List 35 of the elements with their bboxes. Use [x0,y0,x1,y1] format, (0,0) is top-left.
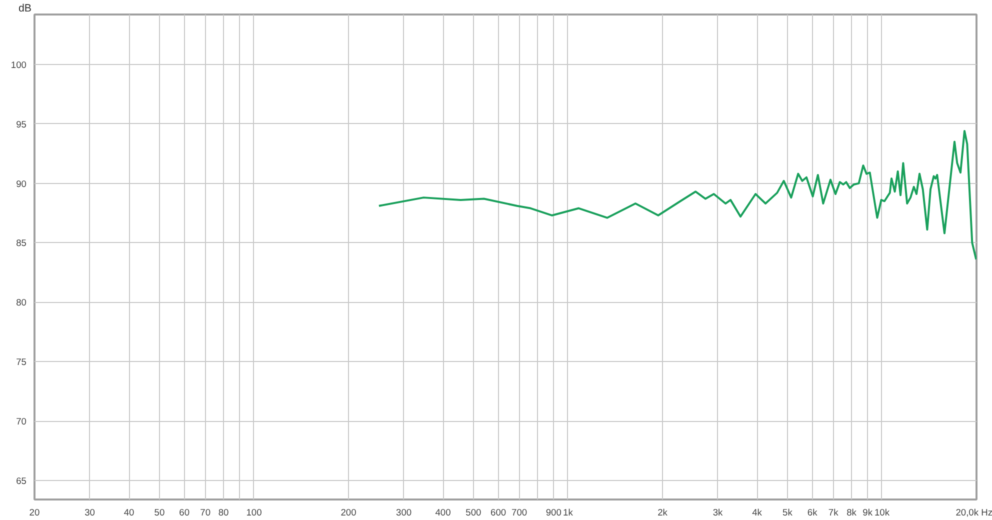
x-tick-label: 7k [828,508,839,518]
x-tick-label: 5k [782,508,793,518]
x-tick-label: 300 [396,508,412,518]
y-tick-label: 80 [16,298,27,308]
y-axis-title: dB [18,2,32,14]
x-tick-label: 4k [752,508,762,518]
x-tick-label: 8k [846,508,857,518]
x-tick-label: 900 [546,508,562,518]
x-tick-label: 60 [179,508,190,518]
y-tick-label: 65 [16,476,27,486]
x-tick-label: 400 [435,508,451,518]
x-tick-label: 50 [154,508,165,518]
x-tick-label: 200 [340,508,356,518]
x-tick-label: 40 [124,508,134,518]
x-tick-label: 100 [246,508,262,518]
x-tick-label: 70 [200,508,211,518]
y-tick-label: 85 [16,238,27,248]
x-tick-label: 9k [862,508,873,518]
y-tick-label: 75 [16,357,27,368]
x-tick-label: 2k [658,508,668,518]
x-tick-label: 20 [29,508,40,518]
x-tick-label: 3k [712,508,724,518]
x-tick-label: 500 [466,508,482,518]
x-tick-label: 600 [490,508,506,518]
x-tick-label: 6k [807,508,818,518]
x-tick-label: 700 [512,508,528,518]
y-tick-label: 70 [16,416,27,427]
x-tick-label: 80 [218,508,229,518]
x-tick-label: 1k [563,508,574,518]
y-tick-label: 90 [16,178,27,189]
x-tick-label: 20,0k Hz [956,508,992,518]
y-tick-label: 100 [10,60,27,70]
x-tick-label: 10k [874,508,890,518]
y-tick-label: 95 [16,119,27,130]
x-tick-label: 30 [84,508,95,518]
